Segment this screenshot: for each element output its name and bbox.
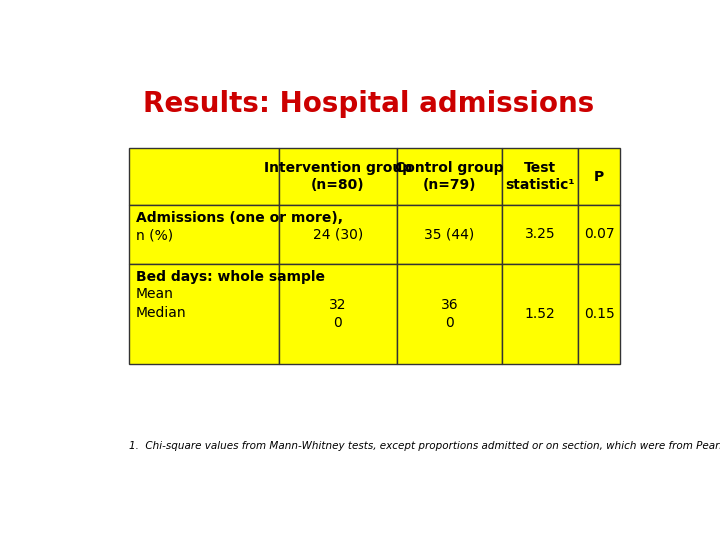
Text: 36
0: 36 0	[441, 298, 458, 330]
Bar	[503, 205, 578, 264]
Text: Bed days: whole sample: Bed days: whole sample	[136, 270, 325, 284]
Bar	[503, 148, 578, 205]
Text: 32
0: 32 0	[329, 298, 346, 330]
Bar	[129, 148, 279, 205]
Bar	[397, 205, 503, 264]
Bar	[578, 148, 620, 205]
Bar	[397, 264, 503, 364]
Text: Results: Hospital admissions: Results: Hospital admissions	[143, 90, 595, 118]
Bar	[279, 205, 397, 264]
Bar	[279, 148, 397, 205]
Text: 1.  Chi-square values from Mann-Whitney tests, except proportions admitted or on: 1. Chi-square values from Mann-Whitney t…	[129, 442, 720, 451]
Text: Control group
(n=79): Control group (n=79)	[395, 161, 504, 192]
Text: 3.25: 3.25	[525, 227, 556, 241]
Text: 0.15: 0.15	[584, 307, 615, 321]
Bar	[503, 264, 578, 364]
Text: Test
statistic¹: Test statistic¹	[505, 161, 575, 192]
Text: 24 (30): 24 (30)	[312, 227, 363, 241]
Bar	[578, 264, 620, 364]
Bar	[129, 205, 279, 264]
Text: Mean
Median: Mean Median	[136, 287, 186, 320]
Text: Intervention group
(n=80): Intervention group (n=80)	[264, 161, 412, 192]
Text: 1.52: 1.52	[525, 307, 556, 321]
Bar	[397, 148, 503, 205]
Text: P: P	[594, 170, 604, 184]
Text: Admissions (one or more),: Admissions (one or more),	[136, 212, 343, 226]
Bar	[129, 264, 279, 364]
Text: 35 (44): 35 (44)	[424, 227, 474, 241]
Text: 0.07: 0.07	[584, 227, 615, 241]
Bar	[578, 205, 620, 264]
Bar	[279, 264, 397, 364]
Text: n (%): n (%)	[136, 229, 173, 243]
